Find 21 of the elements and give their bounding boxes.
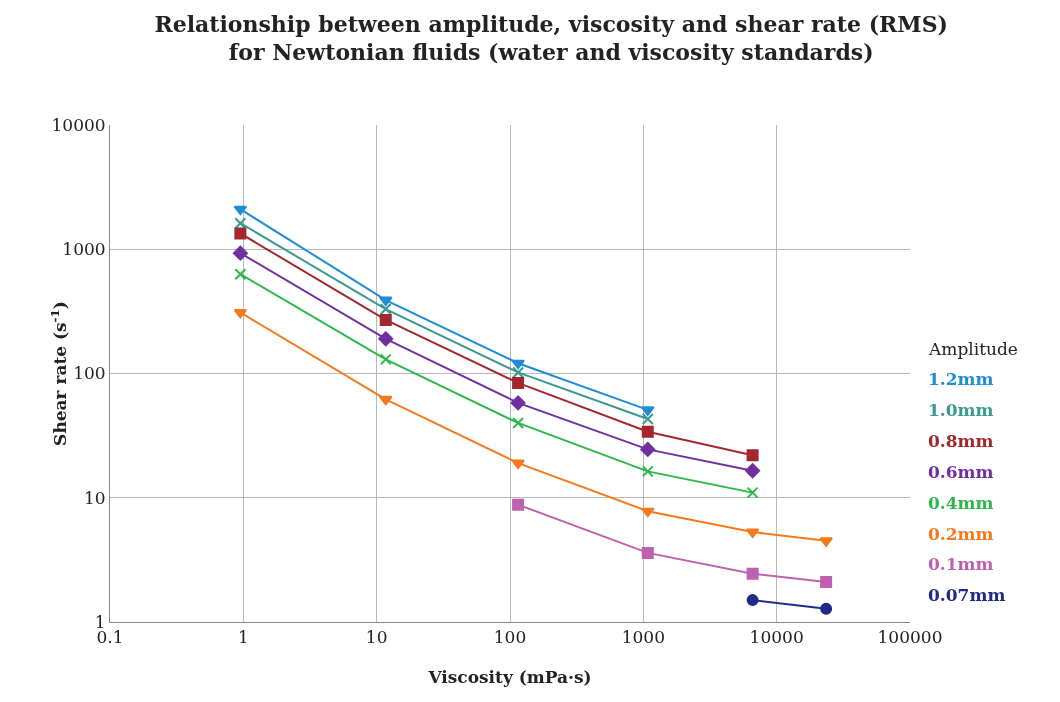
x-tick-label: 1	[237, 627, 249, 648]
y-tick-label: 10	[83, 487, 106, 508]
text: 1.0mm	[928, 400, 994, 420]
text: 0.4mm	[928, 493, 994, 513]
y-tick-label: 100	[73, 363, 106, 384]
text: 0.8mm	[928, 431, 994, 451]
chart-title: Relationship between amplitude, viscosity and shear rate (RMS) for Newtonian fluids (water and viscosity standards)	[154, 10, 948, 66]
x-tick-label: 1000	[621, 627, 665, 648]
y-tick-label: 10000	[51, 114, 106, 135]
text: 0.07mm	[928, 585, 1006, 605]
legend-title: Amplitude	[928, 339, 1018, 359]
text: 0.1mm	[928, 554, 994, 574]
x-tick-label: 10	[365, 627, 388, 648]
x-axis-title: Viscosity (mPa·s)	[427, 667, 592, 687]
x-tick-label: 100000	[877, 627, 943, 648]
text: 1.2mm	[928, 369, 994, 389]
x-tick-label: 100	[493, 627, 527, 648]
x-tick-label: 10000	[749, 627, 804, 648]
y-tick-label: 1000	[62, 239, 106, 260]
text: 0.2mm	[928, 524, 994, 544]
text: 0.6mm	[928, 462, 994, 482]
